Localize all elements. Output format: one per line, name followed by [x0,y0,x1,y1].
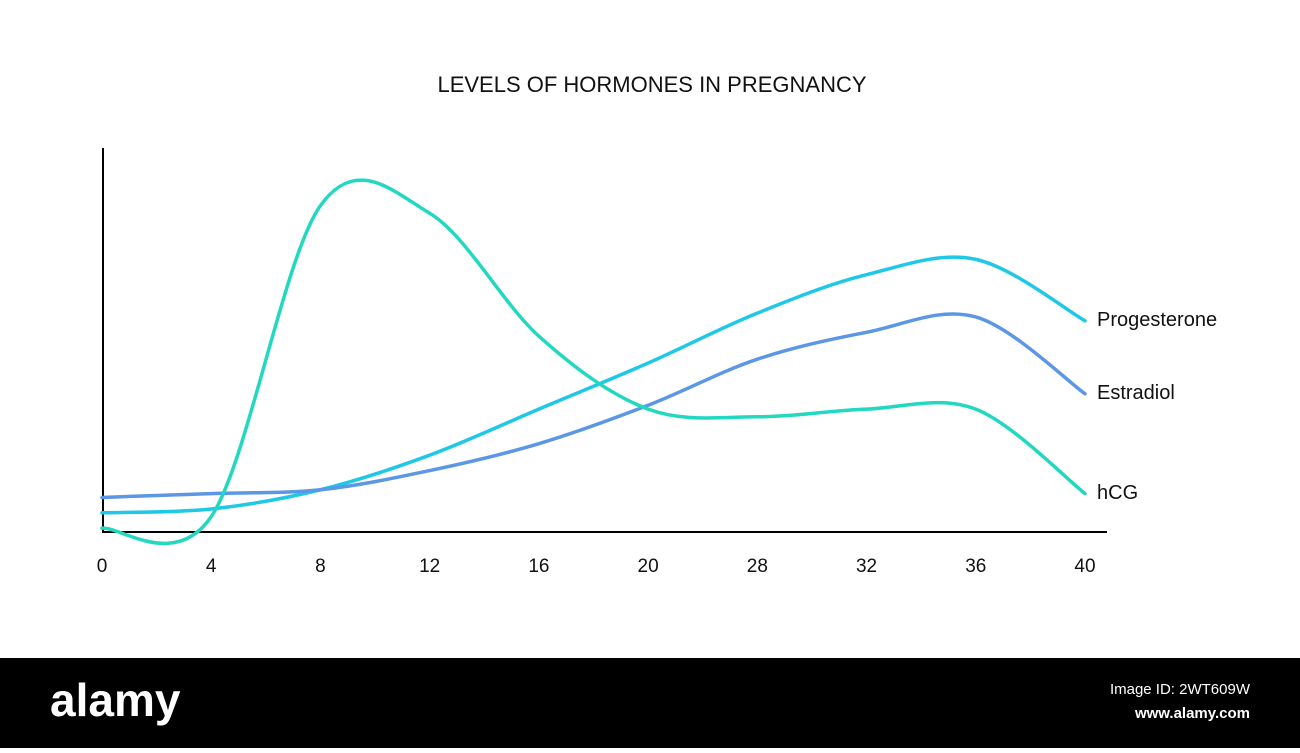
watermark-bar [0,658,1300,748]
x-tick-label: 0 [97,556,108,577]
x-tick-label: 20 [638,556,659,577]
x-tick-label: 36 [965,556,986,577]
x-tick-label: 4 [206,556,217,577]
x-tick-label: 8 [315,556,326,577]
x-tick-label: 28 [747,556,768,577]
series-label: Estradiol [1097,382,1175,404]
x-tick-label: 32 [856,556,877,577]
watermark-brand: alamy [50,674,181,726]
x-tick-label: 16 [528,556,549,577]
series-label: Progesterone [1097,309,1217,331]
watermark-url: www.alamy.com [1134,705,1250,722]
background [0,0,1300,658]
series-label: hCG [1097,482,1138,504]
x-tick-label: 40 [1074,556,1095,577]
watermark-id: Image ID: 2WT609W [1110,681,1251,698]
series-line [100,178,1087,546]
chart-title: LEVELS OF HORMONES IN PREGNANCY [437,72,866,97]
series-line [100,312,1087,500]
x-tick-label: 12 [419,556,440,577]
